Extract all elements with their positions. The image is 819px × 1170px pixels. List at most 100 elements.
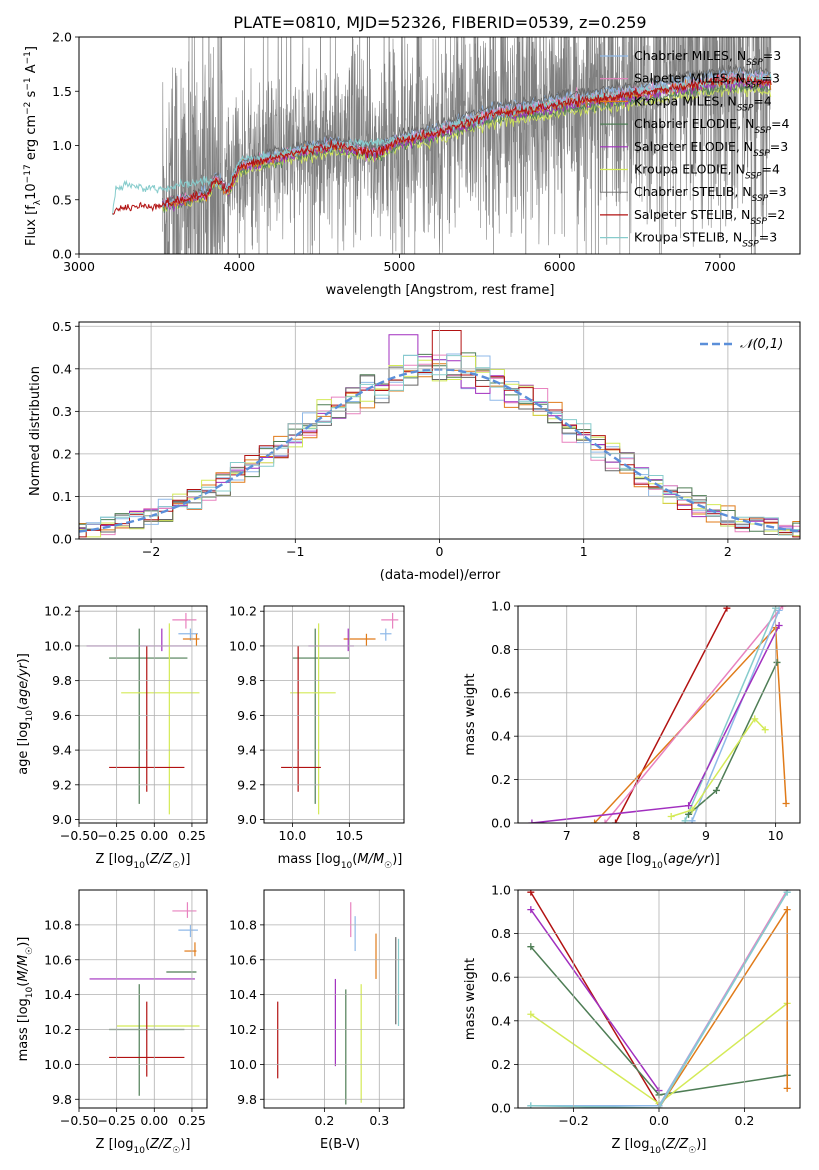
age_vs_Z-ylabel-part: age/yr bbox=[16, 662, 31, 705]
x-tick-label: 5000 bbox=[384, 259, 416, 274]
y-tick-label: 9.0 bbox=[237, 812, 257, 827]
spectrum-ylabel-part: erg cm bbox=[24, 115, 39, 164]
age_vs_mass-xlabel-part: ( bbox=[352, 852, 357, 867]
weight-marker-krou_stelib bbox=[527, 1102, 535, 1108]
plot-area-age_vs_mass bbox=[281, 612, 399, 815]
mass_vs_Z-ylabel-part: ( bbox=[16, 982, 31, 987]
axes-frame bbox=[263, 889, 405, 1109]
legend-subscript: SSP bbox=[745, 172, 762, 182]
legend-text: =4 bbox=[753, 93, 771, 108]
mass_vs_Z-xlabel-part: ( bbox=[145, 1137, 150, 1152]
legend-text: =3 bbox=[768, 184, 786, 199]
weight-line-salp_elodie bbox=[530, 909, 660, 1092]
x-tick-label: 0.2 bbox=[314, 1113, 334, 1128]
mass_weight_vs_Z-xlabel-part: ( bbox=[661, 1137, 666, 1152]
legend-text: Kroupa MILES, N bbox=[634, 93, 737, 108]
legend-subscript: SSP bbox=[737, 103, 754, 113]
mass_weight_vs_Z-xlabel-part: )] bbox=[696, 1137, 706, 1152]
mass_weight_vs_Z-xlabel: Z [log10(Z/Z☉)] bbox=[612, 1137, 707, 1156]
y-tick-label: 0.0 bbox=[52, 247, 72, 262]
y-tick-label: 1.0 bbox=[491, 883, 511, 898]
weight-marker-chab_elodie bbox=[712, 786, 720, 794]
axes-frame bbox=[78, 605, 208, 824]
age_vs_Z-ylabel-part: 10 bbox=[25, 710, 35, 722]
x-tick-label: −0.2 bbox=[558, 1113, 588, 1128]
axes-spectrum: 3000 4000 5000 6000 7000 0.0 0.5 1.0 1.5 2.0 bbox=[52, 30, 801, 274]
x-tick-label: 4000 bbox=[223, 259, 255, 274]
x-tick-label: −0.50 bbox=[60, 1113, 98, 1128]
legend-subscript: SSP bbox=[753, 149, 770, 159]
weight-marker-salp_elodie bbox=[527, 906, 535, 914]
mass_weight_vs_Z-xlabel-part: Z/Z bbox=[665, 1137, 689, 1152]
age_vs_mass-xlabel-part: M/M bbox=[357, 852, 384, 867]
y-tick-label: 1.0 bbox=[52, 138, 72, 153]
weight-marker-krou_miles bbox=[783, 1084, 791, 1092]
plot-area-mass_vs_Z bbox=[89, 902, 200, 1096]
y-tick-label: 9.0 bbox=[52, 812, 72, 827]
axes-frame bbox=[78, 36, 801, 255]
x-tick-label: 8 bbox=[632, 828, 640, 843]
x-tick-label: 0.0 bbox=[649, 1113, 669, 1128]
mass_vs_Z-ylabel-part: 10 bbox=[25, 986, 35, 998]
y-tick-label: 10.2 bbox=[229, 604, 257, 619]
y-tick-label: 10.6 bbox=[44, 952, 72, 967]
spectrum-ylabel-part: A bbox=[24, 64, 39, 77]
x-tick-label: 10 bbox=[768, 828, 784, 843]
age_vs_Z-ylabel-part: ( bbox=[16, 705, 31, 710]
legend-normal-label: 𝒩(0,1) bbox=[740, 337, 783, 352]
mass_weight_vs_age-xlabel: age [log10(age/yr)] bbox=[598, 852, 720, 871]
legend-label-salp_elodie: Salpeter ELODIE, NSSP=3 bbox=[634, 139, 788, 159]
age_vs_Z-ylabel-part: age [log bbox=[16, 722, 31, 775]
mass_weight_vs_Z-ylabel: mass weight bbox=[463, 958, 478, 1040]
plot-area-age_vs_Z bbox=[86, 612, 200, 815]
y-tick-label: 1.0 bbox=[491, 599, 511, 614]
weight-marker-chab_elodie bbox=[527, 943, 535, 951]
weight-marker-krou_elodie bbox=[761, 726, 769, 734]
y-tick-label: 10.6 bbox=[229, 952, 257, 967]
legend-text: Kroupa STELIB, N bbox=[634, 230, 742, 245]
x-tick-label: 3000 bbox=[63, 259, 95, 274]
age_vs_mass-xlabel-part: )] bbox=[392, 852, 402, 867]
y-tick-label: 0.8 bbox=[491, 926, 511, 941]
legend-subscript: SSP bbox=[750, 217, 767, 227]
y-tick-label: 0.1 bbox=[52, 489, 72, 504]
weight-marker-krou_miles bbox=[783, 906, 791, 914]
weight-line-krou_elodie bbox=[670, 717, 766, 818]
y-tick-label: 9.8 bbox=[237, 1092, 257, 1107]
spectrum-ylabel-part: −17 bbox=[23, 164, 33, 183]
weight-marker-salp_elodie bbox=[685, 802, 693, 810]
legend-text: Salpeter MILES, N bbox=[634, 71, 745, 86]
plot-area-mass_weight_vs_age bbox=[528, 606, 790, 823]
x-tick-label: 7 bbox=[563, 828, 571, 843]
y-tick-label: 10.0 bbox=[229, 1057, 257, 1072]
residuals-xlabel: (data-model)/error bbox=[380, 568, 501, 583]
mass_weight_vs_Z-xlabel-part: 10 bbox=[649, 1146, 661, 1156]
age_vs_Z-xlabel-part: ☉ bbox=[172, 861, 180, 871]
x-tick-label: −0.25 bbox=[97, 1113, 135, 1128]
legend-text: Chabrier STELIB, N bbox=[634, 184, 752, 199]
age_vs_mass-xlabel-part: ☉ bbox=[384, 861, 392, 871]
age_vs_Z-xlabel-part: Z [log bbox=[96, 852, 134, 867]
y-tick-label: 10.0 bbox=[229, 638, 257, 653]
weight-marker-salp_elodie bbox=[528, 819, 536, 823]
y-tick-label: 10.8 bbox=[229, 917, 257, 932]
age_vs_Z-xlabel-part: ( bbox=[145, 852, 150, 867]
y-tick-label: 0.0 bbox=[491, 816, 511, 831]
age_vs_Z-xlabel: Z [log10(Z/Z☉)] bbox=[96, 852, 191, 871]
x-tick-label: 0.25 bbox=[178, 1113, 206, 1128]
plot-area-mass_vs_ebv bbox=[277, 902, 400, 1105]
y-tick-label: 0.5 bbox=[52, 192, 72, 207]
y-tick-label: 9.6 bbox=[52, 708, 72, 723]
weight-marker-krou_elodie bbox=[667, 812, 675, 820]
x-tick-label: 10.5 bbox=[335, 828, 363, 843]
x-tick-label: −1 bbox=[286, 544, 304, 559]
weight-marker-krou_elodie bbox=[751, 715, 759, 723]
y-tick-label: 0.0 bbox=[491, 1101, 511, 1116]
residuals-ylabel: Normed distribution bbox=[28, 366, 43, 496]
x-tick-label: 0 bbox=[436, 544, 444, 559]
age_vs_mass-xlabel: mass [log10(M/M☉)] bbox=[278, 852, 403, 871]
weight-marker-krou_elodie bbox=[688, 806, 696, 814]
legend-subscript: SSP bbox=[746, 58, 763, 68]
legend-text: Salpeter STELIB, N bbox=[634, 207, 750, 222]
